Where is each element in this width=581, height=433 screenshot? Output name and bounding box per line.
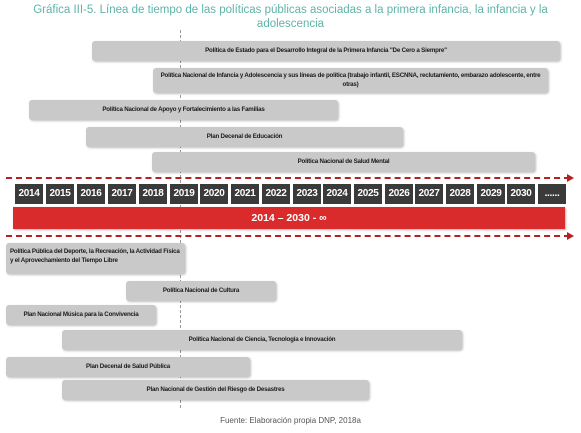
period-bar: 2014 – 2030 - ∞ xyxy=(13,207,565,229)
policy-bar-infancia-adolescencia: Política Nacional de Infancia y Adolesce… xyxy=(153,68,548,93)
policy-bar-ciencia: Política Nacional de Ciencia, Tecnología… xyxy=(62,330,462,350)
policy-bar-familias: Política Nacional de Apoyo y Fortalecimi… xyxy=(29,100,338,120)
policy-bar-deporte: Política Pública del Deporte, la Recreac… xyxy=(6,243,185,274)
policy-bar-riesgo-desastres: Plan Nacional de Gestión del Riesgo de D… xyxy=(62,380,369,400)
policy-label: Plan Nacional de Gestión del Riesgo de D… xyxy=(146,386,285,393)
year-box: 2021 xyxy=(231,184,259,204)
year-box: 2023 xyxy=(293,184,321,204)
year-box: 2028 xyxy=(446,184,474,204)
policy-bar-musica: Plan Nacional Música para la Convivencia xyxy=(6,305,156,325)
year-box: 2015 xyxy=(46,184,74,204)
policy-label: Plan Nacional Música para la Convivencia xyxy=(23,311,139,318)
policy-label: Política Nacional de Infancia y Adolesce… xyxy=(160,72,541,88)
year-box: ...... xyxy=(538,184,566,204)
policy-bar-salud-publica: Plan Decenal de Salud Pública xyxy=(6,357,250,377)
policy-label: Plan Decenal de Salud Pública xyxy=(86,363,170,370)
year-box: 2018 xyxy=(139,184,167,204)
figure-source: Fuente: Elaboración propia DNP, 2018a xyxy=(220,416,361,425)
policy-bar-cultura: Política Nacional de Cultura xyxy=(126,281,276,301)
year-box: 2027 xyxy=(415,184,443,204)
figure-title: Gráfica III-5. Línea de tiempo de las po… xyxy=(33,4,548,30)
year-box: 2014 xyxy=(15,184,43,204)
policy-label: Política de Estado para el Desarrollo In… xyxy=(205,47,447,54)
year-box: 2029 xyxy=(477,184,505,204)
policy-label: Política Nacional de Cultura xyxy=(162,287,240,294)
policy-bar-salud-mental: Política Nacional de Salud Mental xyxy=(152,152,535,172)
arrowhead-icon xyxy=(567,174,574,182)
year-box: 2020 xyxy=(200,184,228,204)
policy-label: Plan Decenal de Educación xyxy=(206,133,283,140)
policy-bar-plan-decenal-educacion: Plan Decenal de Educación xyxy=(86,127,403,147)
policy-label: Política Nacional de Apoyo y Fortalecimi… xyxy=(102,106,265,113)
policy-label: Política Nacional de Salud Mental xyxy=(297,158,390,165)
policy-bar-de-cero-a-siempre: Política de Estado para el Desarrollo In… xyxy=(92,41,560,61)
timeline-arrow-top xyxy=(6,177,570,179)
year-box: 2017 xyxy=(108,184,136,204)
year-box: 2016 xyxy=(77,184,105,204)
policy-label: Política Pública del Deporte, la Recreac… xyxy=(10,248,180,264)
year-box: 2025 xyxy=(354,184,382,204)
policy-label: Política Nacional de Ciencia, Tecnología… xyxy=(188,336,336,343)
year-box: 2030 xyxy=(507,184,535,204)
year-box: 2026 xyxy=(385,184,413,204)
year-box: 2024 xyxy=(323,184,351,204)
year-box: 2019 xyxy=(170,184,198,204)
arrowhead-icon xyxy=(567,232,574,240)
timeline-arrow-bottom xyxy=(6,235,570,237)
year-box: 2022 xyxy=(262,184,290,204)
